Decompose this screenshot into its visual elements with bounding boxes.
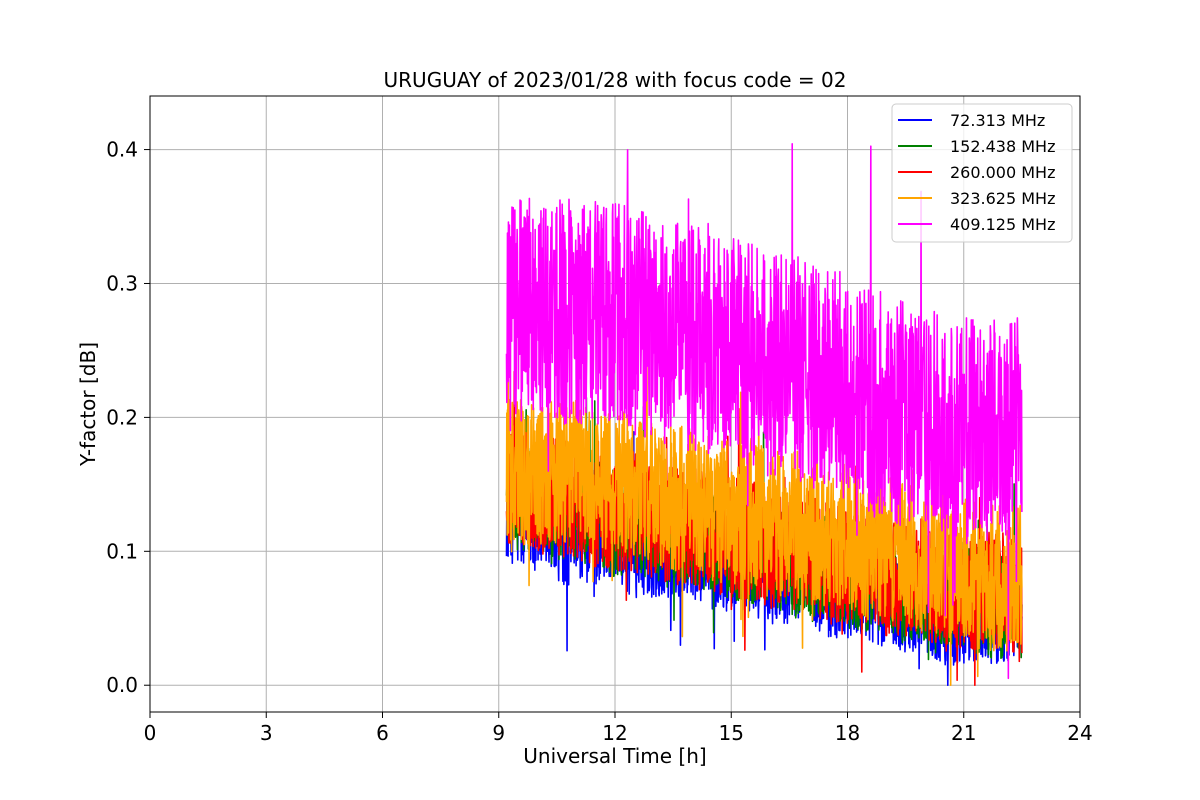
legend-label: 72.313 MHz: [950, 111, 1045, 130]
x-tick-label: 18: [835, 721, 860, 745]
x-tick-label: 6: [376, 721, 389, 745]
legend-items: 72.313 MHz 152.438 MHz 260.000 MHz 323.625 …: [898, 111, 1055, 234]
legend-label: 409.125 MHz: [950, 215, 1055, 234]
y-tick-label: 0.1: [106, 539, 138, 563]
x-tick-label: 9: [492, 721, 505, 745]
x-tick-label: 21: [951, 721, 976, 745]
tick-layer: 0 3 6 9 12 15 18 21 24 0.0 0.1 0.2 0.3 0.4: [106, 138, 1093, 745]
x-tick-label: 24: [1067, 721, 1092, 745]
y-axis-label: Y-factor [dB]: [76, 342, 100, 467]
legend: 72.313 MHz 152.438 MHz 260.000 MHz 323.625 …: [891, 103, 1073, 243]
y-tick-label: 0.4: [106, 138, 138, 162]
legend-label: 152.438 MHz: [950, 137, 1055, 156]
x-axis-label: Universal Time [h]: [523, 744, 706, 768]
series-layer: [505, 142, 1023, 687]
series-line: [505, 320, 1023, 687]
legend-label: 260.000 MHz: [950, 163, 1055, 182]
x-tick-label: 3: [260, 721, 273, 745]
y-tick-label: 0.0: [106, 673, 138, 697]
y-tick-label: 0.2: [106, 405, 138, 429]
x-tick-label: 0: [144, 721, 157, 745]
x-tick-label: 12: [602, 721, 627, 745]
legend-label: 323.625 MHz: [950, 189, 1055, 208]
legend-box: [891, 103, 1073, 243]
x-tick-label: 15: [719, 721, 744, 745]
series-line: [505, 142, 1023, 680]
y-tick-label: 0.3: [106, 271, 138, 295]
chart-title: URUGUAY of 2023/01/28 with focus code = …: [384, 68, 847, 92]
